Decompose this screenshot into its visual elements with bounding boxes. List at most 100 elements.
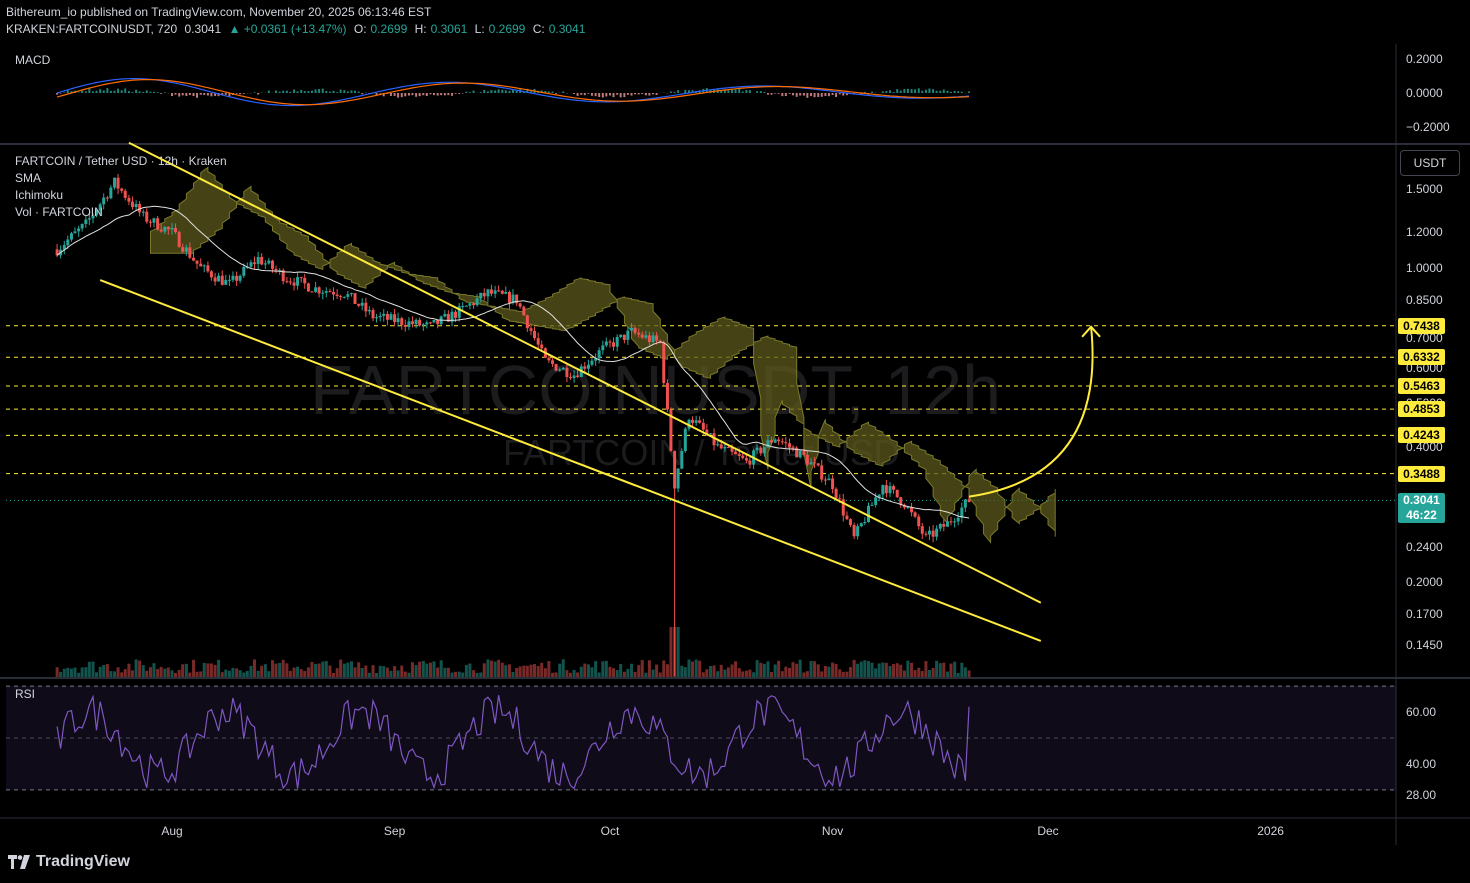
volume-bar [601, 661, 605, 677]
high-value: 0.3061 [430, 22, 468, 36]
macd-histogram-bar [56, 93, 59, 95]
macd-histogram-bar [932, 89, 935, 93]
time-axis-tick: Nov [821, 824, 844, 838]
volume-bar [737, 668, 741, 677]
macd-histogram-bar [149, 91, 152, 93]
ichimoku-cloud [150, 166, 1056, 544]
volume-bar [192, 659, 196, 677]
price-axis-tick: 40.00 [1406, 756, 1437, 771]
candle-body [963, 499, 967, 508]
candle-body [690, 419, 694, 423]
volume-bar [870, 662, 874, 677]
candle-body [130, 201, 134, 208]
candle-body [472, 303, 476, 306]
volume-bar [852, 659, 856, 677]
volume-bar [235, 668, 239, 677]
candle-body [913, 512, 917, 517]
candle-body [637, 332, 641, 335]
symbol[interactable]: KRAKEN:FARTCOINUSDT, 720 [6, 22, 178, 36]
candle-body [949, 521, 953, 523]
candle-body [410, 321, 414, 325]
candle-body [335, 294, 339, 296]
legend-sma[interactable]: SMA [15, 171, 42, 185]
macd-histogram-bar [799, 93, 802, 96]
volume-bar [425, 663, 429, 677]
macd-histogram-bar [113, 90, 116, 93]
legend-title[interactable]: FARTCOIN / Tether USD · 12h · Kraken [15, 154, 227, 168]
price-axis-tick: 0.1450 [1406, 637, 1443, 652]
candle-body [220, 275, 224, 285]
macd-histogram-bar [163, 92, 166, 93]
candle-body [278, 270, 282, 272]
currency-unit-button[interactable]: USDT [1400, 150, 1460, 176]
candle-body [536, 338, 540, 345]
candle-body [199, 263, 203, 267]
legend-volume[interactable]: Vol · FARTCOIN [15, 205, 103, 219]
macd-histogram-bar [278, 91, 281, 93]
macd-histogram-bar [555, 93, 558, 94]
rsi-band [6, 686, 1396, 790]
volume-bar [881, 662, 885, 677]
candle-body [113, 177, 117, 188]
candle-body [432, 320, 436, 323]
candle-body [561, 367, 565, 370]
candle-body [755, 447, 759, 451]
volume-bar [809, 660, 813, 677]
macd-histogram-bar [946, 90, 949, 93]
candle-body [66, 239, 70, 246]
volume-bar [156, 669, 160, 677]
volume-bar [511, 672, 515, 677]
candle-body [252, 262, 256, 264]
volume-bar [576, 672, 580, 677]
volume-bar [612, 668, 615, 677]
volume-bar [306, 667, 310, 677]
volume-bar [594, 661, 598, 677]
price-axis-tick: 1.5000 [1406, 181, 1443, 196]
volume-bar [95, 672, 99, 677]
macd-histogram-bar [634, 93, 637, 95]
macd-histogram-bar [99, 89, 102, 93]
macd-histogram-bar [508, 90, 511, 93]
macd-histogram-bar [551, 91, 554, 93]
volume-bar [285, 663, 289, 677]
macd-histogram-bar [156, 92, 159, 93]
volume-bar [507, 664, 511, 677]
candle-body [551, 360, 555, 365]
volume-bar [504, 665, 508, 677]
volume-bar [565, 670, 569, 677]
candle-body [705, 429, 709, 435]
candle-body [927, 530, 931, 535]
volume-bar [303, 670, 307, 677]
macd-histogram-bar [903, 88, 906, 93]
candle-body [281, 270, 285, 282]
candle-body [945, 521, 949, 527]
candle-body [202, 265, 206, 267]
volume-bar [647, 660, 651, 677]
legend-ichimoku[interactable]: Ichimoku [15, 188, 64, 202]
volume-bar [910, 662, 914, 677]
volume-bar [690, 661, 694, 677]
macd-histogram-bar [845, 93, 848, 96]
macd-histogram-bar [239, 93, 242, 95]
macd-histogram-bar [404, 93, 407, 97]
candle-body [884, 485, 888, 494]
candle-body [393, 314, 397, 323]
price-axis-tick: 0.2400 [1406, 539, 1443, 554]
candle-body [346, 294, 350, 297]
volume-bar [163, 668, 167, 677]
candle-body [665, 383, 669, 410]
macd-histogram-bar [275, 90, 278, 93]
macd-histogram-bar [310, 90, 313, 93]
volume-bar [687, 659, 691, 677]
candle-body [924, 533, 928, 535]
volume-bar [766, 661, 770, 677]
candle-body [507, 291, 511, 304]
volume-bar [475, 672, 479, 677]
candle-body [328, 291, 332, 293]
candle-body [285, 281, 289, 283]
candle-body [446, 313, 450, 322]
macd-histogram-bar [84, 91, 87, 93]
volume-bar [238, 670, 242, 677]
macd-histogram-bar [440, 93, 443, 96]
